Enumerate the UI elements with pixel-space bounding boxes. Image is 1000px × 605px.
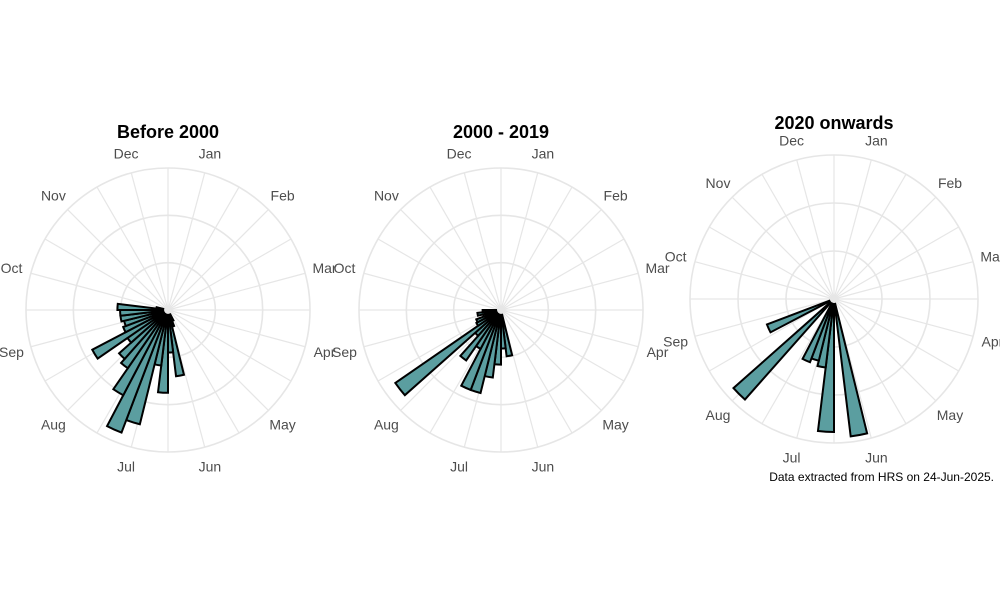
grid-spoke [96,186,169,311]
polar-bar [155,305,165,311]
polar-bar [481,309,498,314]
grid-spoke [429,186,502,311]
grid-spoke [500,309,602,411]
polar-bar [833,302,869,438]
month-label-feb: Feb [604,187,628,203]
grid-spoke [500,309,639,348]
month-label-jan: Jan [532,146,555,162]
month-label-aug: Aug [374,417,399,433]
grid-spoke [761,173,835,300]
month-label-apr: Apr [982,333,1000,349]
polar-panel-3: Jan Feb Mar Apr May Jun Jul Aug Sep Oct Nov Dec2020… [663,113,1000,465]
month-label-jul: Jul [783,449,801,465]
panel-title: Before 2000 [117,122,219,142]
grid-spoke [363,272,502,311]
month-label-apr: Apr [647,344,669,360]
panel-title: 2020 onwards [774,113,893,133]
month-label-mar: Mar [312,260,336,276]
month-label-sep: Sep [0,344,24,360]
month-label-dec: Dec [114,146,139,162]
month-label-jul: Jul [450,459,468,475]
month-label-oct: Oct [334,260,356,276]
grid-spoke [833,226,960,300]
grid-spoke [463,172,502,311]
grid-spoke [500,309,573,434]
grid-spoke [833,298,974,337]
grid-spoke [833,298,937,402]
month-label-may: May [937,407,963,423]
grid-spoke [500,309,625,382]
month-label-nov: Nov [706,175,731,191]
grid-spoke [500,272,639,311]
month-label-jun: Jun [865,449,888,465]
month-label-oct: Oct [1,260,23,276]
data-source-caption: Data extracted from HRS on 24-Jun-2025. [769,470,994,484]
grid-spoke [500,186,573,311]
grid-spoke [731,196,835,300]
month-label-aug: Aug [41,417,66,433]
month-label-sep: Sep [663,333,688,349]
grid-spoke [500,209,602,311]
grid-spoke [167,209,269,311]
month-label-apr: Apr [314,344,336,360]
month-label-nov: Nov [374,187,399,203]
month-label-jun: Jun [199,459,222,475]
grid-spoke [167,309,292,382]
grid-spoke [833,173,907,300]
grid-spoke [67,209,169,311]
grid-spoke [167,172,206,311]
month-label-aug: Aug [706,407,731,423]
month-label-feb: Feb [271,187,295,203]
month-label-may: May [269,417,295,433]
panel-title: 2000 - 2019 [453,122,549,142]
grid-spoke [30,272,169,311]
month-label-mar: Mar [645,260,669,276]
grid-spoke [167,309,306,348]
grid-spoke [130,172,169,311]
polar-panel-1: Jan Feb Mar Apr May Jun Jul Aug Sep Oct Nov Dec Befo… [0,122,337,475]
month-label-mar: Mar [980,249,1000,265]
polar-bar [765,299,831,334]
grid-spoke [833,196,937,300]
grid-spoke [694,261,835,300]
grid-spoke [833,261,974,300]
grid-spoke [377,238,502,311]
grid-spoke [694,298,835,337]
month-label-jan: Jan [199,146,222,162]
month-label-oct: Oct [665,249,687,265]
grid-spoke [167,186,240,311]
grid-spoke [500,172,539,311]
grid-spoke [500,238,625,311]
month-label-nov: Nov [41,187,66,203]
grid-spoke [167,309,269,411]
polar-bar [801,302,834,364]
month-label-sep: Sep [332,344,357,360]
grid-spoke [167,309,240,434]
grid-spoke [708,226,835,300]
grid-spoke [167,238,292,311]
month-label-jun: Jun [532,459,555,475]
grid-spoke [833,298,960,372]
polar-panel-2: Jan Feb Mar Apr May Jun Jul Aug Sep Oct Nov Dec 2000… [332,122,670,475]
month-label-jan: Jan [865,133,888,149]
month-label-may: May [602,417,628,433]
grid-spoke [167,272,306,311]
grid-spoke [400,209,502,311]
grid-spoke [833,159,872,300]
grid-spoke [796,159,835,300]
polar-bar [732,300,833,401]
grid-spoke [44,238,169,311]
month-label-jul: Jul [117,459,135,475]
month-label-dec: Dec [447,146,472,162]
month-label-dec: Dec [779,133,804,149]
month-label-feb: Feb [938,175,962,191]
grid-spoke [833,298,907,425]
